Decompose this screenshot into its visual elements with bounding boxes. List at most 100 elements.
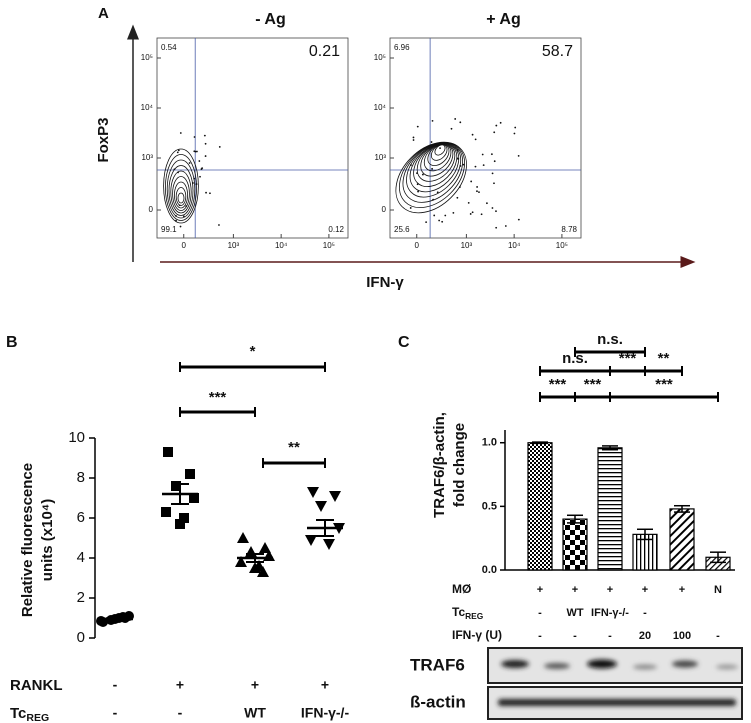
x-tick-label: 0 [415,241,420,250]
quadrant-value: 8.78 [561,225,577,234]
data-point [305,535,317,546]
data-point [257,566,269,577]
data-point [189,493,199,503]
event-dot [218,224,220,226]
event-dot [481,153,484,156]
event-dot [493,131,496,134]
event-dot [431,167,434,170]
data-point [259,542,271,553]
data-point [185,469,195,479]
band [716,664,738,670]
event-dot [204,155,207,157]
row-name-sub: REG [26,712,49,723]
band [672,660,698,668]
sig-label: *** [549,376,567,393]
contour [395,141,467,214]
event-dot [183,215,185,218]
x-tick-label: 10⁴ [508,241,521,250]
data-point [323,539,335,550]
contour [175,187,187,206]
y-tick-label: 10 [68,429,85,446]
event-dot [431,120,434,122]
event-dot [495,226,498,229]
event-dot [432,198,435,201]
x-tick-label: 10⁴ [275,241,288,250]
event-dot [199,175,201,178]
blot-label: TRAF6 [410,655,465,674]
row-value: N [714,584,722,596]
row-value: + [537,584,543,596]
event-dot [203,134,206,137]
sig-label: n.s. [562,350,588,367]
contour [416,143,456,182]
event-dot [474,165,477,168]
row-label: RANKL [10,677,63,694]
row-value: - [113,677,118,693]
data-point [175,519,185,529]
data-point [329,491,341,502]
row-value: - [643,607,647,619]
y-tick-label: 10⁴ [141,103,154,112]
contour [173,181,188,209]
event-dot [493,182,495,185]
y-axis-label: TRAF6/β-actin, [431,412,448,518]
event-dot [495,124,498,127]
row-value: + [642,584,648,596]
band [587,659,617,669]
contour [166,159,196,219]
event-dot [177,149,180,152]
event-dot [456,196,459,199]
event-dot [456,149,459,152]
blot-bands [498,659,738,706]
event-dot [416,183,419,186]
quadrant-value: 6.96 [394,43,410,52]
y-tick-label: 2 [77,589,85,606]
event-dot [474,138,477,141]
x-tick-label: 10³ [461,241,473,250]
row-name: IFN-γ (U) [452,628,502,642]
event-dot [517,218,520,221]
blot-label: ß-actin [410,692,466,711]
sig-label: n.s. [597,331,623,348]
quadrant-value: 0.12 [328,225,344,234]
row-value: - [716,630,720,642]
y-tick-label: 0.0 [482,564,497,576]
event-dot [201,167,204,170]
data-point [315,501,327,512]
event-dot [193,136,196,138]
plot-title: - Ag [255,11,286,28]
event-dot [471,211,474,214]
event-dot [444,214,447,217]
contour [409,142,460,193]
event-dot [469,213,472,215]
event-dot [195,183,198,185]
bar [669,508,695,571]
y-tick-label: 0 [77,629,85,646]
contour [399,142,465,208]
event-dot [430,141,433,143]
event-dot [514,126,517,129]
event-dot [499,121,502,124]
event-dot [192,182,194,184]
plot-frame [156,37,349,239]
event-dot [454,118,457,120]
panel-label: C [398,334,410,351]
contour [402,142,464,203]
data-point [249,562,261,573]
event-dot [412,136,415,139]
event-dot [425,221,428,224]
quadrant-value: 0.21 [309,43,340,60]
event-dot [173,168,176,171]
event-dot [467,201,470,204]
row-name-sub: REG [465,611,483,621]
data-point [171,481,181,491]
event-dot [504,225,507,227]
panel-label: A [98,5,109,22]
event-dot [476,190,478,193]
data-point [161,507,171,517]
quadrant-value: 58.7 [542,43,573,60]
contour [420,143,454,177]
sig-label: *** [584,376,602,393]
event-dot [193,177,196,180]
